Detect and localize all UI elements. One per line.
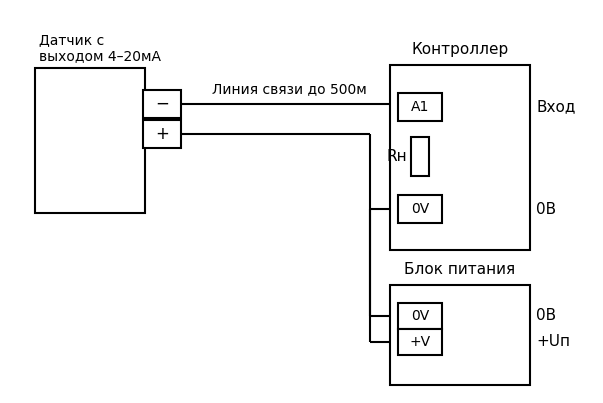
Bar <box>398 303 442 329</box>
Text: 0В: 0В <box>536 309 556 324</box>
Text: 0V: 0V <box>411 202 429 216</box>
Bar <box>143 120 181 148</box>
Bar <box>398 93 442 121</box>
Text: 0В: 0В <box>536 202 556 216</box>
Text: +Uп: +Uп <box>536 334 570 349</box>
Text: Датчик с
выходом 4–20мА: Датчик с выходом 4–20мА <box>39 33 161 63</box>
Bar <box>35 68 145 213</box>
Text: Вход: Вход <box>536 100 575 114</box>
Text: −: − <box>155 95 169 113</box>
Text: 0V: 0V <box>411 309 429 323</box>
Bar <box>398 329 442 355</box>
Text: Линия связи до 500м: Линия связи до 500м <box>212 82 367 96</box>
Text: +V: +V <box>409 335 431 349</box>
Text: Контроллер: Контроллер <box>411 42 508 57</box>
Text: +: + <box>155 125 169 143</box>
Text: Rн: Rн <box>387 150 407 164</box>
Bar <box>398 195 442 223</box>
Bar <box>390 285 530 385</box>
Text: A1: A1 <box>411 100 429 114</box>
Bar <box>411 137 429 177</box>
Bar <box>143 90 181 118</box>
Bar <box>390 65 530 250</box>
Text: Блок питания: Блок питания <box>405 262 516 277</box>
